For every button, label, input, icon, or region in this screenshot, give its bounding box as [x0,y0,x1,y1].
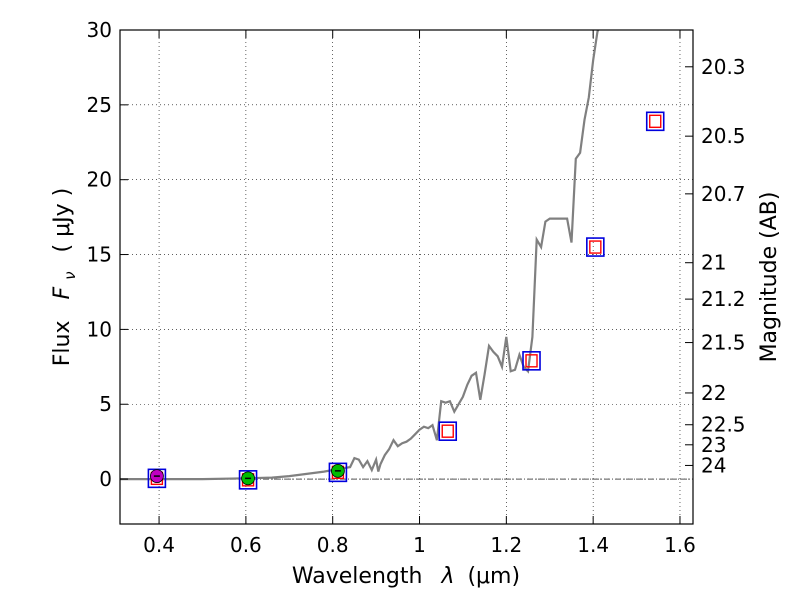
model-box-inner [525,354,538,368]
y2-tick-label: 21 [701,251,726,275]
y-tick-label: 15 [87,243,112,267]
y-tick-label: 5 [99,392,112,416]
model-box-inner [649,114,662,129]
y-axis-label: Flux F ν ( μJy ) [50,188,81,366]
model-box-outer [438,421,458,441]
y2-tick-label: 22.5 [701,413,746,437]
plot-frame [119,29,694,525]
y-axis-ticks: 0 5 10 15 20 25 30 [87,18,128,491]
y-tick-label: 30 [87,18,112,42]
y-tick-label: 25 [87,93,112,117]
x-axis-label-symbol: λ [440,564,454,589]
model-box-outer [328,462,348,483]
y-tick-label: 0 [99,467,112,491]
model-box-outer [522,351,541,371]
y2-tick-label: 20.3 [701,55,746,79]
y2-tick-label: 20.5 [701,124,746,148]
model-box-inner [589,240,602,254]
model-box-outer [645,111,665,132]
x-tick-label: 0.8 [317,533,349,557]
y-tick-label: 10 [87,317,112,341]
photometry-points [149,463,345,486]
model-box-outer [586,237,605,257]
x-axis-label-prefix: Wavelength [292,564,423,589]
x-tick-label: 1.2 [490,533,522,557]
y-axis-label-unit: ( μJy ) [50,188,75,253]
y-axis-label-prefix: Flux [50,320,75,366]
y-axis-label-symbol: F [50,286,75,299]
y-axis-label-subscript: ν [61,271,79,279]
x-axis-label: Wavelength λ (μm) [292,564,520,589]
x-tick-label: 0.4 [143,533,175,557]
model-box-inner [441,424,454,438]
x-axis-ticks: 0.4 0.6 0.8 1 1.2 1.4 1.6 [143,30,696,557]
y2-tick-label: 21.5 [701,331,746,355]
model-flux-boxes [147,111,665,490]
model-box-outer [238,470,258,490]
y2-tick-label: 21.2 [701,287,746,311]
y2-axis-label: Magnitude (AB) [757,192,782,363]
model-spectrum-line [120,29,600,481]
y2-tick-label: 24 [701,453,726,477]
plot-background [120,30,693,524]
x-tick-label: 0.6 [230,533,262,557]
x-tick-label: 1.4 [577,533,609,557]
x-tick-label: 1.6 [664,533,696,557]
x-tick-label: 1 [413,533,426,557]
y2-tick-label: 22 [701,381,726,405]
x-axis-label-unit: (μm) [467,564,520,589]
y2-tick-label: 23 [701,433,726,457]
y2-tick-label: 20.7 [701,182,746,206]
y-tick-label: 20 [87,168,112,192]
